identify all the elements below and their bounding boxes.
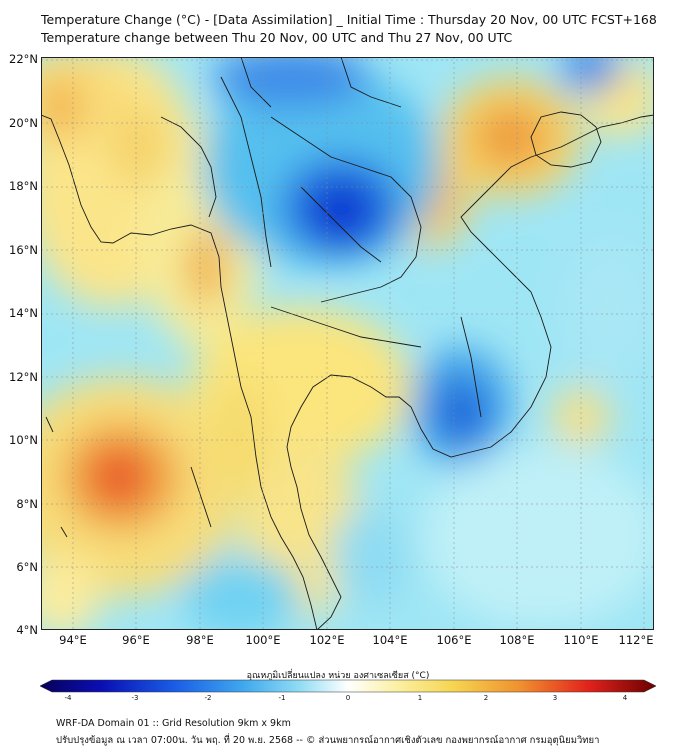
colorbar <box>40 679 656 693</box>
lon-label: 96°E <box>122 633 150 647</box>
map-title: Temperature Change (°C) - [Data Assimila… <box>41 12 657 27</box>
colorbar-tick: 1 <box>417 694 423 702</box>
map-subtitle: Temperature change between Thu 20 Nov, 0… <box>41 30 513 45</box>
temperature-change-map <box>41 57 654 630</box>
lon-label: 108°E <box>499 633 535 647</box>
lon-label: 112°E <box>618 633 654 647</box>
colorbar-tick: 2 <box>483 694 489 702</box>
lat-label: 14°N <box>9 306 38 320</box>
colorbar-title: อุณหภูมิเปลี่ยนแปลง หน่วย องศาเซลเซียส (… <box>246 671 430 681</box>
lat-label: 6°N <box>16 560 38 574</box>
graticule <box>41 57 654 630</box>
lat-label: 12°N <box>9 370 38 384</box>
colorbar-tick: -3 <box>131 694 139 702</box>
colorbar-tick: -2 <box>204 694 212 702</box>
colorbar-tick: -4 <box>64 694 72 702</box>
footer-model-info: WRF-DA Domain 01 :: Grid Resolution 9km … <box>56 718 291 729</box>
colorbar-tick: 3 <box>552 694 558 702</box>
lon-label: 106°E <box>436 633 472 647</box>
lat-label: 18°N <box>9 179 38 193</box>
lon-label: 98°E <box>186 633 214 647</box>
colorbar-tick: 0 <box>345 694 351 702</box>
map-canvas <box>41 57 654 630</box>
lat-label: 20°N <box>9 116 38 130</box>
lon-label: 94°E <box>59 633 87 647</box>
coastlines <box>41 57 654 630</box>
temperature-field <box>41 57 654 630</box>
lon-label: 100°E <box>245 633 281 647</box>
lat-label: 4°N <box>16 623 38 637</box>
lon-label: 104°E <box>372 633 408 647</box>
lat-label: 16°N <box>9 243 38 257</box>
colorbar-tick: -1 <box>278 694 286 702</box>
lon-label: 102°E <box>309 633 345 647</box>
lat-label: 10°N <box>9 433 38 447</box>
footer-credit: ปรับปรุงข้อมูล ณ เวลา 07:00น. วัน พฤ. ที… <box>56 735 600 746</box>
lon-label: 110°E <box>563 633 599 647</box>
colorbar-tick: 4 <box>622 694 628 702</box>
lat-label: 22°N <box>9 52 38 66</box>
lat-label: 8°N <box>16 497 38 511</box>
